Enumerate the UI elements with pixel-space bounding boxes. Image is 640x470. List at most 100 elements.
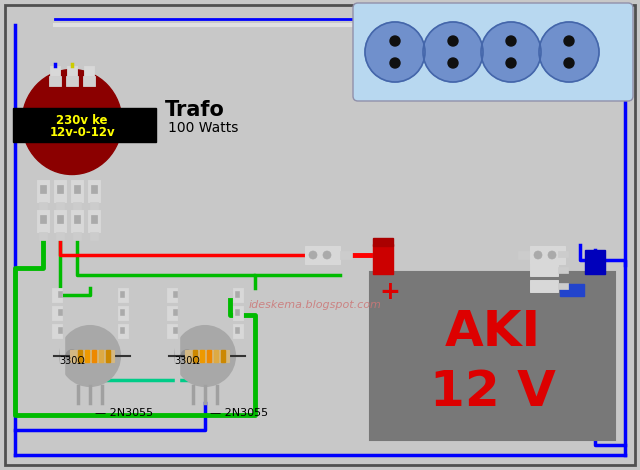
Bar (58, 309, 62, 315)
Bar (207, 350, 211, 362)
Bar (167, 324, 177, 338)
Bar (118, 324, 128, 338)
Circle shape (506, 58, 516, 68)
Bar (71, 210, 83, 232)
Bar (73, 232, 81, 240)
Bar (74, 185, 80, 193)
Bar (91, 185, 97, 193)
Text: 100 Watts: 100 Watts (168, 121, 238, 135)
Bar (530, 264, 558, 276)
Text: AKI: AKI (444, 308, 541, 356)
Bar (40, 185, 46, 193)
Bar (58, 291, 62, 297)
Bar (85, 350, 89, 362)
Circle shape (448, 58, 458, 68)
Bar (50, 66, 60, 76)
Text: 12 V: 12 V (429, 368, 556, 416)
Bar (49, 76, 61, 86)
Bar (66, 76, 78, 86)
Bar (37, 180, 49, 202)
Bar (39, 232, 47, 240)
Bar (214, 350, 218, 362)
Bar (88, 180, 100, 202)
Circle shape (390, 36, 400, 46)
Bar (173, 309, 177, 315)
Bar (221, 350, 225, 362)
Text: 330Ω: 330Ω (174, 356, 200, 366)
Text: 330Ω: 330Ω (59, 356, 85, 366)
Circle shape (448, 36, 458, 46)
Bar (530, 246, 565, 264)
Bar (57, 185, 63, 193)
Circle shape (506, 36, 516, 46)
Circle shape (548, 251, 556, 259)
FancyBboxPatch shape (353, 3, 633, 101)
Circle shape (323, 251, 331, 259)
Circle shape (309, 251, 317, 259)
Bar (92, 350, 96, 362)
Circle shape (60, 326, 120, 386)
Bar (52, 288, 62, 302)
Bar (78, 350, 82, 362)
Text: ideskema.blogspot.com: ideskema.blogspot.com (248, 300, 381, 310)
Bar (118, 288, 128, 302)
Bar (91, 215, 97, 223)
Bar (73, 202, 81, 210)
Bar (54, 210, 66, 232)
Bar (560, 284, 584, 296)
Bar (558, 267, 568, 273)
Bar (530, 280, 558, 292)
Bar (74, 215, 80, 223)
Bar (52, 324, 62, 338)
Bar (233, 324, 243, 338)
Bar (233, 306, 243, 320)
Bar (39, 202, 47, 210)
Bar (235, 309, 239, 315)
Bar (340, 251, 352, 259)
Bar (585, 250, 605, 274)
Bar (173, 291, 177, 297)
Text: +: + (380, 280, 401, 304)
Bar (173, 327, 177, 333)
Circle shape (534, 251, 542, 259)
Circle shape (181, 350, 193, 362)
FancyBboxPatch shape (5, 5, 635, 465)
Bar (120, 309, 124, 315)
Bar (67, 66, 77, 76)
Bar (90, 232, 98, 240)
Bar (167, 306, 177, 320)
Bar (118, 306, 128, 320)
Bar (106, 350, 110, 362)
Text: 230v ke: 230v ke (56, 113, 108, 126)
Circle shape (365, 22, 425, 82)
Circle shape (423, 22, 483, 82)
Bar (558, 283, 568, 289)
Circle shape (481, 22, 541, 82)
Bar (70, 350, 114, 362)
Bar (120, 291, 124, 297)
Circle shape (175, 326, 235, 386)
Bar (185, 350, 229, 362)
Bar (88, 210, 100, 232)
Bar (235, 291, 239, 297)
Circle shape (564, 36, 574, 46)
Bar (60, 326, 64, 386)
Bar (235, 327, 239, 333)
Bar (530, 248, 558, 260)
Circle shape (539, 22, 599, 82)
Bar (558, 251, 568, 257)
Ellipse shape (22, 70, 122, 174)
Bar (99, 350, 103, 362)
Bar (373, 238, 393, 246)
Bar (518, 251, 530, 259)
Bar (305, 246, 340, 264)
Bar (52, 306, 62, 320)
Bar (120, 327, 124, 333)
Bar (84, 66, 94, 76)
Text: Trafo: Trafo (165, 100, 225, 120)
Bar (58, 327, 62, 333)
Circle shape (390, 58, 400, 68)
Bar (56, 232, 64, 240)
Bar (37, 210, 49, 232)
Bar (13, 108, 156, 142)
